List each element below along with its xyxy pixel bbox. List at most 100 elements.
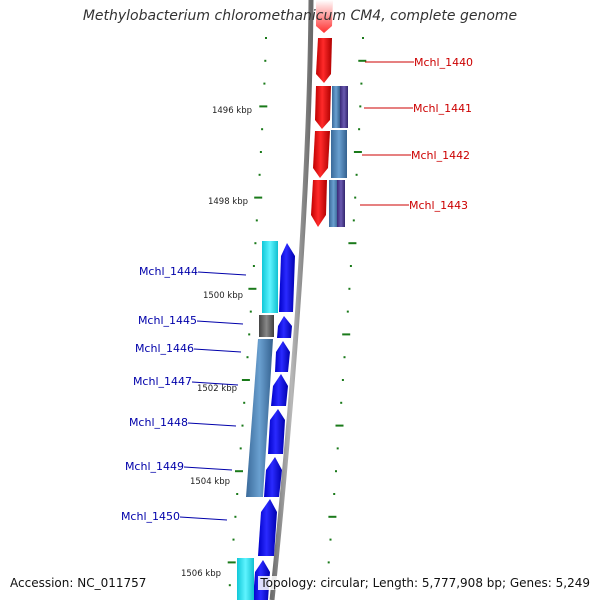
feature-block-purple-lower[interactable] [337, 180, 345, 227]
tick-mark [249, 310, 252, 313]
gene-label[interactable]: Mchl_1449 [125, 460, 184, 473]
tick-mark [342, 333, 351, 336]
reverse-gene-labels: Mchl_1444 Mchl_1445 Mchl_1446 Mchl_1447 Mchl… [121, 265, 247, 523]
tick-mark [352, 219, 355, 222]
tick-mark [359, 105, 362, 108]
tick-mark [358, 59, 367, 62]
gene-label[interactable]: Mchl_1440 [414, 56, 473, 69]
gene-label[interactable]: Mchl_1442 [411, 149, 470, 162]
kbp-label: 1500 kbp [203, 291, 243, 301]
tick-mark [255, 219, 258, 222]
tick-mark [328, 515, 337, 518]
tick-mark [236, 493, 239, 495]
gene-arrow-mchl-1443[interactable] [311, 180, 327, 227]
tick-mark [358, 128, 361, 131]
reverse-gene-track [253, 243, 295, 600]
tick-mark [232, 538, 235, 541]
tick-mark [235, 470, 243, 473]
gene-leader-line [191, 381, 239, 386]
feature-block-cyan-upper[interactable] [262, 241, 278, 313]
feature-block-purple-upper[interactable] [340, 86, 348, 128]
gene-label[interactable]: Mchl_1444 [139, 265, 198, 278]
feature-block-steel-long[interactable] [246, 339, 273, 497]
tick-mark [265, 37, 267, 39]
gene-leader-line [193, 348, 242, 353]
gene-arrow-mchl-1444[interactable] [279, 243, 295, 312]
tick-mark [346, 310, 349, 313]
tick-mark [248, 333, 251, 336]
gene-arrow-mchl-1447[interactable] [271, 374, 288, 406]
tick-mark [258, 173, 261, 176]
gene-arrow-top-partial[interactable] [316, 0, 333, 33]
tick-mark [227, 561, 236, 564]
tick-mark [254, 242, 257, 245]
tick-mark [335, 424, 344, 427]
gene-label[interactable]: Mchl_1445 [138, 314, 197, 327]
tick-mark [241, 379, 250, 381]
tick-mark [259, 105, 268, 108]
feature-block-steel-lower[interactable] [329, 180, 338, 227]
accession-label: Accession: NC_011757 [8, 576, 149, 590]
tick-mark [348, 287, 351, 290]
gene-arrow-mchl-1448a[interactable] [268, 409, 285, 454]
gene-arrow-mchl-1442[interactable] [313, 131, 330, 178]
gene-arrow-mchl-1450[interactable] [258, 499, 277, 556]
gene-arrow-mchl-1441[interactable] [315, 86, 331, 129]
tick-mark [354, 196, 357, 199]
left-tick-ring [227, 37, 268, 587]
tick-mark [261, 128, 264, 131]
tick-mark [333, 493, 336, 495]
gene-arrow-mchl-1440[interactable] [316, 38, 332, 83]
gene-arrow-mchl-1449[interactable] [264, 457, 282, 497]
tick-mark [349, 265, 352, 267]
kbp-label: 1504 kbp [190, 477, 230, 487]
tick-mark [248, 287, 257, 290]
feature-block-gray[interactable] [259, 315, 274, 337]
feature-block-steel-middle[interactable] [331, 130, 347, 178]
tick-mark [355, 173, 358, 176]
topology-summary: Topology: circular; Length: 5,777,908 bp… [258, 576, 592, 590]
gene-label[interactable]: Mchl_1446 [135, 342, 194, 355]
tick-mark [234, 515, 237, 518]
kbp-label: 1506 kbp [181, 569, 221, 579]
tick-mark [246, 356, 249, 359]
kbp-label: 1502 kbp [197, 384, 237, 394]
tick-mark [335, 470, 337, 473]
genome-title: Methylobacterium chloromethanicum CM4, c… [82, 8, 518, 24]
gene-label[interactable]: Mchl_1441 [413, 102, 472, 115]
gene-label[interactable]: Mchl_1450 [121, 510, 180, 523]
gene-label[interactable]: Mchl_1447 [133, 375, 192, 388]
sequence-backbone [269, 0, 314, 601]
tick-mark [340, 401, 343, 404]
tick-mark [263, 82, 266, 85]
forward-gene-track [311, 0, 333, 227]
gene-label[interactable]: Mchl_1448 [129, 416, 188, 429]
tick-mark [360, 82, 363, 85]
tick-mark [252, 265, 255, 267]
feature-block-cyan-lower[interactable] [237, 558, 254, 600]
tick-mark [362, 37, 364, 39]
tick-mark [327, 561, 330, 564]
kbp-label: 1498 kbp [208, 197, 248, 207]
tick-mark [343, 356, 346, 359]
tick-mark [259, 151, 262, 153]
tick-mark [254, 196, 263, 199]
kbp-label: 1496 kbp [212, 106, 252, 116]
tick-mark [336, 447, 339, 450]
gene-leader-line [187, 422, 237, 427]
gene-arrow-mchl-1446[interactable] [275, 341, 290, 372]
feature-block-steel-upper[interactable] [332, 86, 340, 128]
tick-mark [341, 379, 344, 381]
tick-mark [353, 151, 362, 153]
gene-leader-line [183, 466, 233, 471]
tick-mark [329, 538, 332, 541]
tick-mark [264, 59, 267, 62]
gene-label[interactable]: Mchl_1443 [409, 199, 468, 212]
gene-arrow-mchl-1445[interactable] [277, 316, 292, 338]
tick-mark [239, 447, 242, 450]
gene-leader-line [197, 271, 247, 276]
gene-leader-line [179, 516, 228, 521]
reverse-feature-track [237, 241, 278, 600]
